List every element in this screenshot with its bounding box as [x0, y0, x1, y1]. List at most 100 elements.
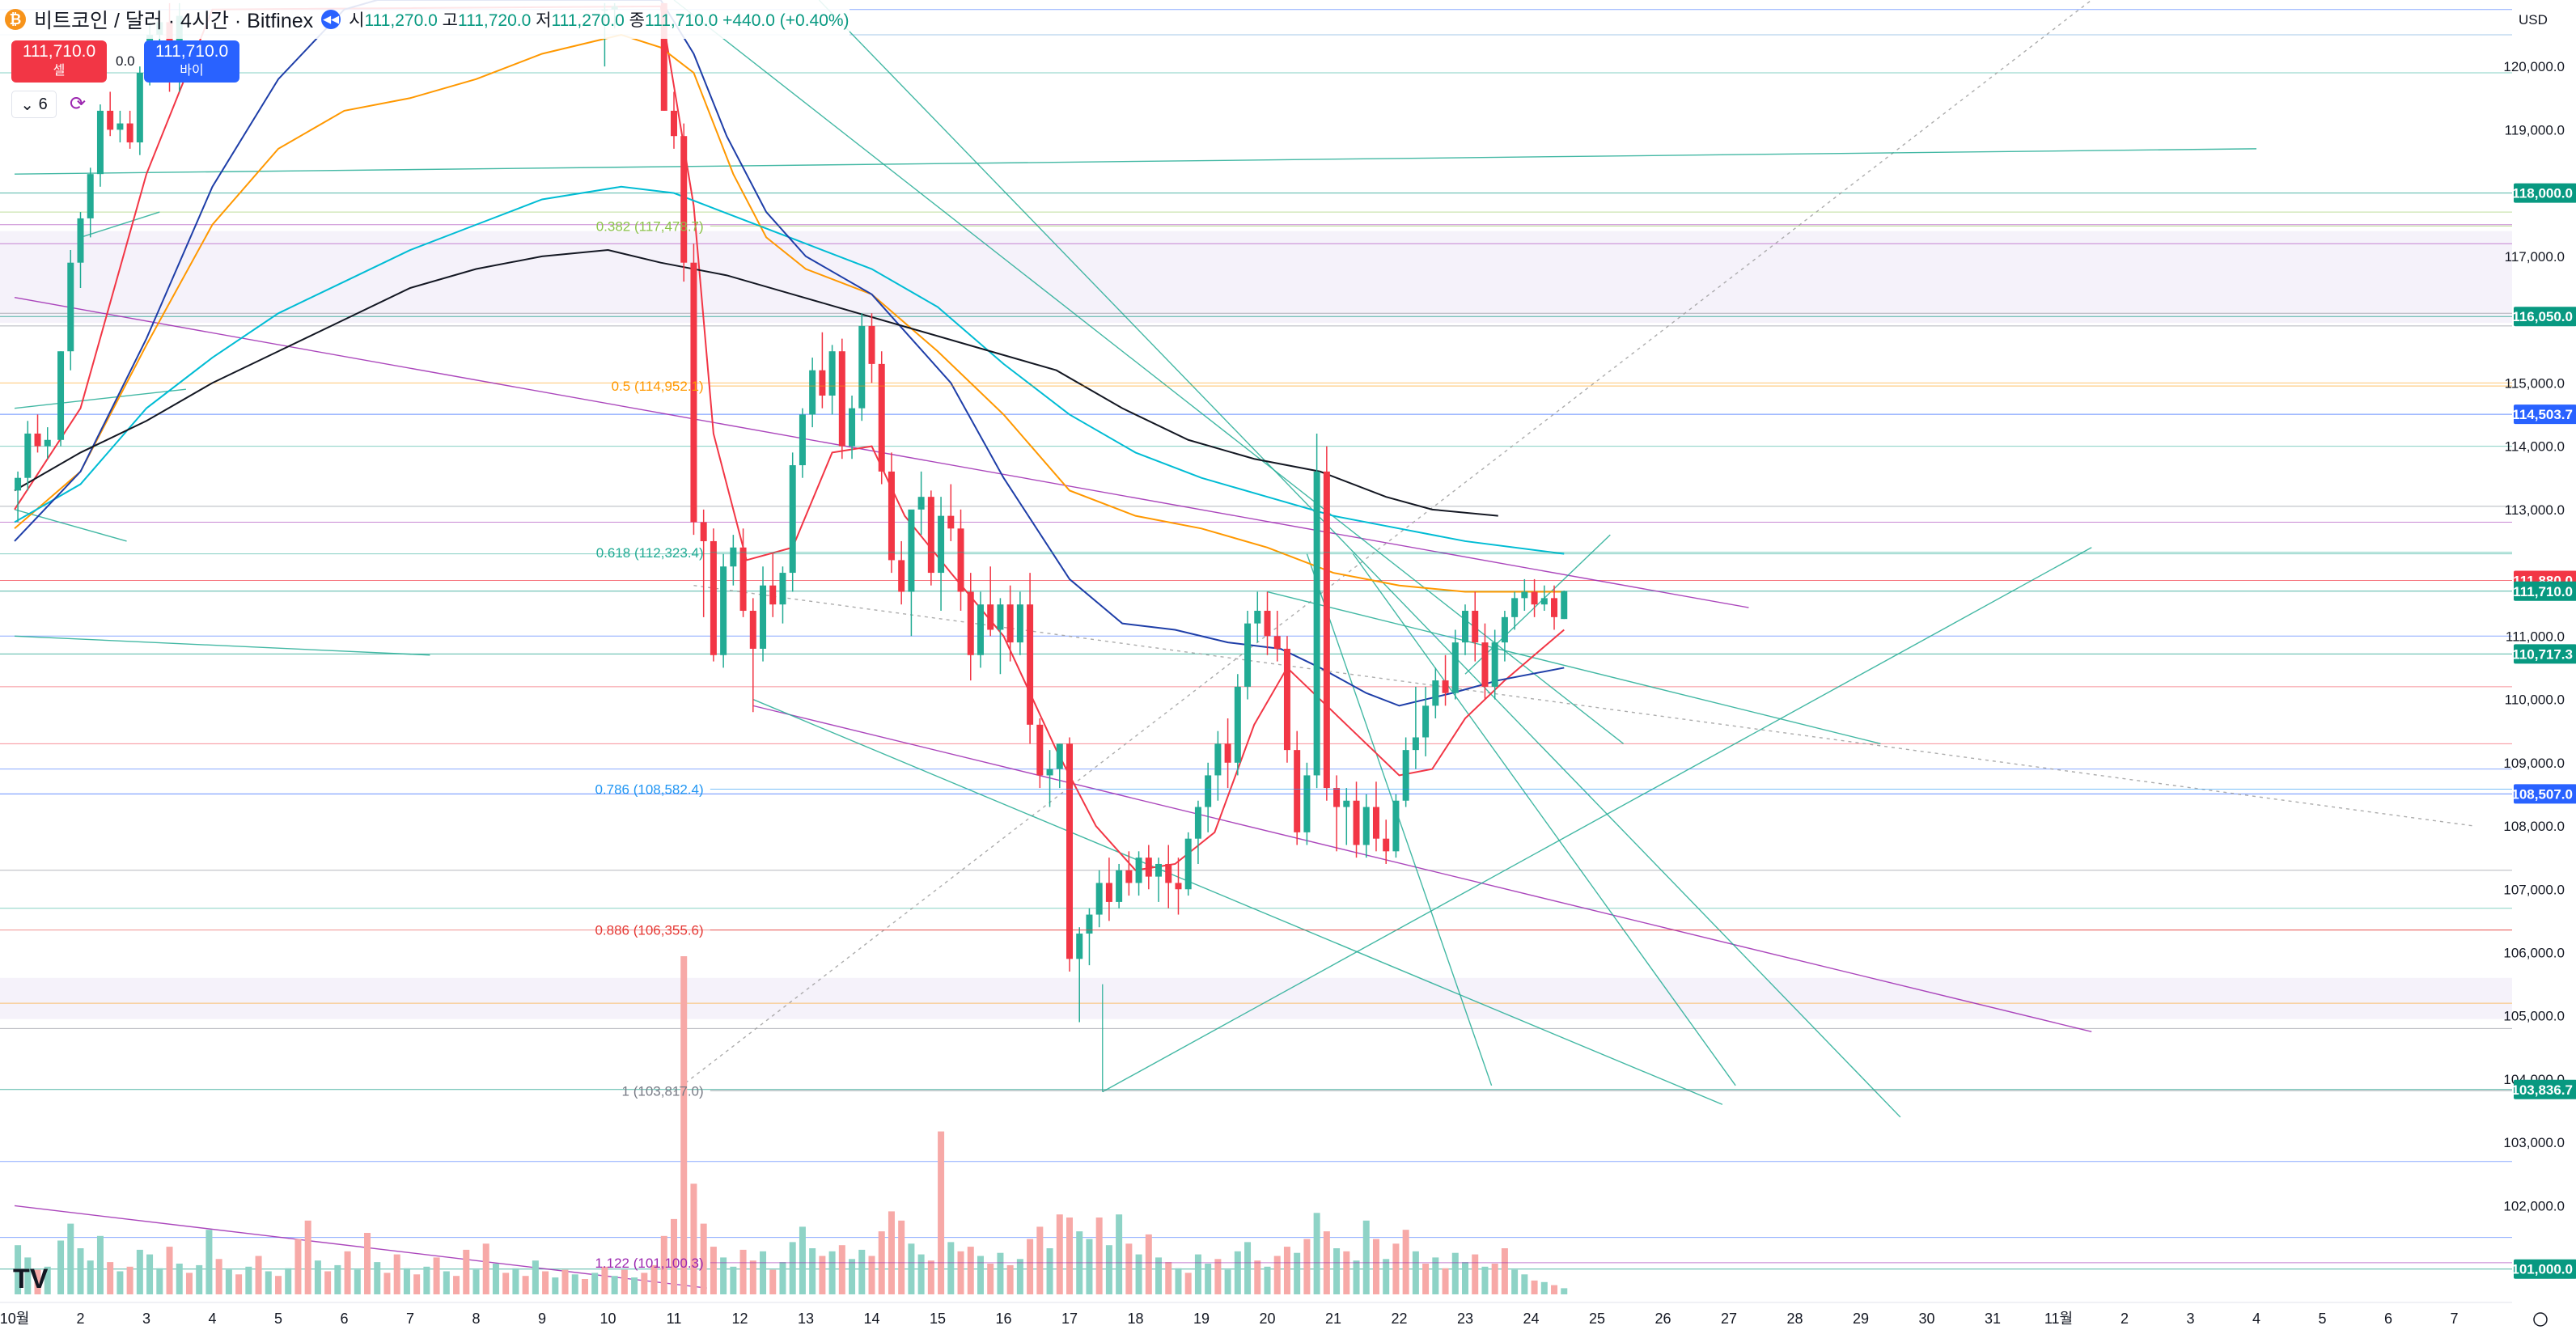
candle	[87, 167, 94, 238]
candle	[730, 535, 737, 586]
trendline	[14, 148, 2257, 175]
candle-body	[1540, 598, 1548, 605]
buy-button[interactable]: 111,710.0 바이	[144, 40, 239, 83]
volume-bar	[769, 1269, 777, 1294]
sell-button[interactable]: 111,710.0 셀	[11, 40, 107, 83]
candle-body	[1283, 648, 1290, 751]
volume-bar	[779, 1262, 786, 1294]
candle-body	[1442, 680, 1449, 693]
volume-bar	[927, 1260, 934, 1294]
price-tag	[2514, 404, 2576, 425]
candle-body	[96, 110, 104, 175]
candle-body	[997, 604, 1004, 630]
candle	[1145, 845, 1152, 890]
volume-bar	[1412, 1251, 1419, 1294]
candle-body	[977, 604, 984, 655]
candle-body	[1175, 883, 1182, 890]
volume-bar	[304, 1220, 311, 1294]
volume-bar	[1027, 1239, 1034, 1294]
trendline	[752, 698, 1723, 1105]
candle	[1561, 590, 1568, 620]
time-tick: 31	[1985, 1311, 2001, 1327]
bitcoin-icon: ₿	[5, 9, 26, 30]
candle	[1165, 845, 1172, 908]
candle-body	[24, 433, 32, 478]
candle-body	[849, 408, 856, 447]
time-tick: 2	[2121, 1311, 2129, 1327]
volume-bar	[1145, 1234, 1152, 1294]
candle	[117, 110, 124, 143]
indicators-toggle[interactable]: ⌄ 6	[11, 91, 57, 118]
candle-body	[1521, 591, 1528, 599]
candle-body	[858, 325, 866, 409]
horizontal-levels	[0, 9, 2512, 1270]
spread-value: 0.0	[116, 53, 135, 69]
price-tag	[2514, 784, 2576, 804]
candle	[1451, 629, 1459, 700]
volume-bar	[838, 1245, 845, 1294]
volume-bar	[739, 1249, 747, 1294]
volume-bar	[561, 1269, 569, 1294]
volume-bar	[1422, 1264, 1430, 1294]
symbol-title[interactable]: 비트코인 / 달러 · 4시간 · Bitfinex	[34, 10, 314, 32]
candle-body	[1462, 611, 1468, 643]
rewind-icon[interactable]: ◀◀	[321, 10, 341, 29]
supply-zone	[0, 231, 2512, 324]
moving-average-line	[14, 249, 1498, 517]
candle	[977, 591, 984, 668]
moving-average-line	[14, 185, 1565, 555]
candle-body	[730, 547, 737, 567]
volume-bar	[1066, 1218, 1073, 1294]
candle	[908, 509, 915, 637]
candle	[107, 91, 114, 137]
candle	[34, 414, 41, 453]
moving-average-line	[14, 0, 1565, 707]
price-axis[interactable]: USD 120,000.0 119,000.0 117,000.0 115,000.0 1…	[2503, 0, 2576, 1334]
open-label: 시	[349, 11, 365, 30]
candle-body	[671, 110, 677, 137]
volume-bar	[1264, 1266, 1271, 1294]
volume-bar	[1095, 1218, 1103, 1294]
candle-body	[1046, 769, 1053, 776]
time-axis[interactable]: 10월 2 3 4 5 6 7 8 9 10 11 12 13 14 15 16 17 18 19 20 21 22 23 2…	[0, 1302, 2576, 1334]
candle-body	[1432, 680, 1439, 706]
volume-bar	[799, 1226, 806, 1294]
candle-body	[1006, 604, 1014, 643]
candle	[1402, 737, 1409, 807]
candle-body	[1056, 743, 1063, 769]
candle-body	[1481, 642, 1489, 687]
candle-body	[799, 414, 806, 466]
candle	[1125, 851, 1133, 896]
volume-bar	[552, 1277, 559, 1294]
candle	[1214, 731, 1222, 801]
candle	[690, 244, 697, 536]
volume-bar	[324, 1271, 332, 1294]
volume-bar	[354, 1269, 361, 1294]
volume-bar	[364, 1233, 371, 1294]
volume-bar	[1165, 1262, 1172, 1294]
volume-bar	[433, 1257, 440, 1294]
candle-body	[1135, 858, 1142, 883]
price-tag-label: 103,836.7	[2511, 1082, 2573, 1098]
volume-bar	[868, 1256, 875, 1294]
time-tick: 4	[208, 1311, 216, 1327]
volume-bar	[1511, 1269, 1519, 1294]
volume-bar	[235, 1274, 243, 1294]
candle	[917, 471, 925, 536]
candle-body	[1224, 743, 1231, 763]
volume-bar	[690, 1184, 697, 1294]
volume-bar	[1402, 1230, 1409, 1294]
candle-body	[1076, 934, 1083, 959]
candle	[1135, 851, 1142, 896]
volume-bar	[977, 1256, 984, 1294]
candle	[700, 509, 707, 617]
refresh-icon[interactable]: ⟳	[69, 92, 87, 115]
candle	[680, 123, 688, 282]
candle-body	[819, 370, 826, 396]
fib-label: 0.382 (117,478.7)	[596, 218, 704, 234]
candle-body	[749, 611, 756, 649]
chevron-down-icon: ⌄	[20, 95, 39, 114]
candle	[1224, 718, 1231, 789]
candle	[15, 471, 22, 523]
